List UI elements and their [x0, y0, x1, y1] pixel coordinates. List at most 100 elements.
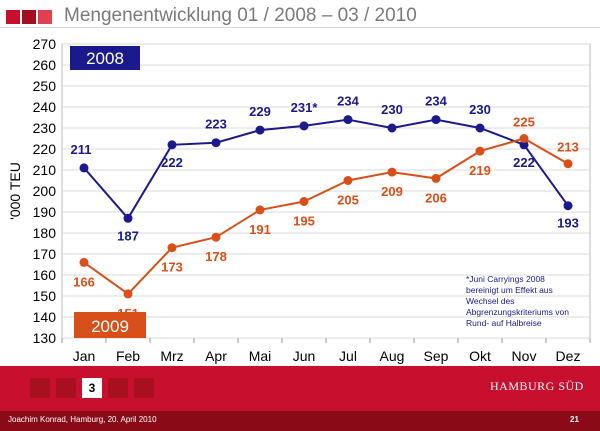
data-label-2008: 231* — [291, 100, 319, 115]
slide-title: Mengenentwicklung 01 / 2008 – 03 / 2010 — [64, 5, 417, 26]
data-label-2009: 191 — [249, 222, 271, 237]
footer-bar — [0, 411, 600, 431]
x-tick-label: Jun — [293, 348, 316, 364]
data-point-2008 — [519, 140, 529, 150]
y-tick-label: 240 — [33, 99, 57, 115]
data-point-2008 — [255, 125, 265, 135]
y-tick-label: 260 — [33, 57, 57, 73]
data-point-2009 — [475, 146, 485, 156]
data-label-2008: 187 — [117, 228, 139, 243]
data-label-2009: 195 — [293, 214, 315, 229]
y-tick-label: 190 — [33, 204, 57, 220]
x-tick-label: Aug — [380, 348, 405, 364]
x-tick-label: Apr — [205, 348, 227, 364]
header-square-3 — [38, 10, 52, 24]
y-tick-label: 140 — [33, 309, 57, 325]
annotation-line: bereinigt um Effekt aus — [466, 285, 553, 295]
data-point-2008 — [475, 123, 485, 133]
data-point-2008 — [211, 138, 221, 148]
data-point-2009 — [343, 176, 353, 185]
legend-label-2009: 2009 — [91, 317, 129, 336]
data-point-2009 — [299, 197, 309, 206]
y-tick-label: 180 — [33, 225, 57, 241]
nav-square-2[interactable] — [56, 378, 76, 398]
x-tick-label: Okt — [469, 348, 491, 364]
data-point-2009 — [519, 134, 529, 143]
x-tick-label: Feb — [116, 348, 140, 364]
data-point-2008 — [431, 115, 441, 125]
header-square-1 — [6, 10, 20, 24]
header-square-2 — [22, 10, 36, 24]
data-label-2008: 193 — [557, 216, 579, 231]
nav-square-4[interactable] — [108, 378, 128, 398]
data-label-2009: 209 — [381, 184, 403, 199]
data-label-2008: 222 — [513, 155, 535, 170]
legend-label-2008: 2008 — [86, 49, 124, 68]
y-tick-label: 270 — [33, 36, 57, 52]
header-divider — [0, 27, 600, 28]
nav-square-5[interactable] — [134, 378, 154, 398]
data-label-2008: 234 — [425, 94, 447, 109]
data-label-2008: 223 — [205, 117, 227, 132]
data-label-2008: 234 — [337, 94, 359, 109]
annotation-line: Rund- auf Halbreise — [466, 318, 542, 328]
y-tick-label: 220 — [33, 141, 57, 157]
data-point-2008 — [563, 201, 573, 211]
slide-header: Mengenentwicklung 01 / 2008 – 03 / 2010 — [0, 0, 600, 30]
y-tick-label: 250 — [33, 78, 57, 94]
data-label-2009: 166 — [73, 274, 95, 289]
x-tick-label: Jan — [73, 348, 96, 364]
y-tick-label: 200 — [33, 183, 57, 199]
data-label-2008: 222 — [161, 155, 183, 170]
annotation-line: Abgrenzungskriteriums von — [466, 307, 569, 317]
data-label-2008: 230 — [469, 102, 491, 117]
nav-square-current[interactable]: 3 — [82, 378, 102, 398]
presenter-text: Joachim Konrad, Hamburg, 20. April 2010 — [8, 415, 157, 424]
series-line-2009 — [83, 137, 569, 296]
annotation-line: *Juni Carryings 2008 — [466, 274, 545, 284]
data-point-2008 — [299, 121, 309, 131]
data-point-2009 — [79, 257, 89, 267]
data-point-2008 — [123, 213, 133, 223]
data-label-2009: 225 — [513, 115, 535, 130]
data-label-2009: 205 — [337, 193, 359, 208]
x-tick-label: Dez — [556, 348, 581, 364]
series-line-2008 — [83, 118, 569, 220]
data-point-2008 — [167, 140, 177, 150]
data-label-2009: 219 — [469, 163, 491, 178]
data-label-2009: 173 — [161, 260, 183, 275]
data-label-2008: 229 — [249, 104, 271, 119]
data-label-2009: 206 — [425, 190, 447, 205]
y-axis-label: '000 TEU — [7, 162, 23, 220]
data-point-2008 — [387, 123, 397, 133]
data-point-2009 — [387, 167, 397, 177]
x-tick-label: Jul — [339, 348, 357, 364]
data-label-2008: 211 — [71, 142, 92, 157]
data-label-2008: 230 — [381, 102, 403, 117]
data-point-2009 — [167, 243, 177, 253]
x-tick-label: Mrz — [160, 348, 183, 364]
x-tick-label: Sep — [424, 348, 449, 364]
legend-box-2009 — [74, 312, 146, 338]
nav-square-1[interactable] — [30, 378, 50, 398]
data-point-2009 — [211, 232, 221, 242]
data-point-2009 — [563, 159, 573, 169]
line-chart: 130 140 150 160 170 180 190 200 210 220 230 240 250 2… — [7, 36, 591, 364]
data-point-2009 — [123, 289, 133, 299]
data-label-2009: 178 — [205, 249, 227, 264]
legend-box-2008 — [70, 46, 140, 70]
x-tick-label: Mai — [249, 348, 272, 364]
y-tick-label: 170 — [33, 246, 57, 262]
y-tick-label: 130 — [33, 330, 57, 346]
data-point-2008 — [79, 163, 89, 173]
y-tick-label: 160 — [33, 267, 57, 283]
data-point-2009 — [255, 205, 265, 215]
data-point-2009 — [431, 173, 441, 183]
page-number: 21 — [570, 415, 579, 424]
data-label-2009: 213 — [557, 140, 579, 155]
hamburg-sued-logo: HAMBURG SÜD — [490, 379, 584, 393]
annotation-line: Wechsel des — [466, 296, 515, 306]
x-tick-label: Nov — [512, 348, 537, 364]
y-tick-label: 230 — [33, 120, 57, 136]
data-point-2008 — [343, 115, 353, 125]
